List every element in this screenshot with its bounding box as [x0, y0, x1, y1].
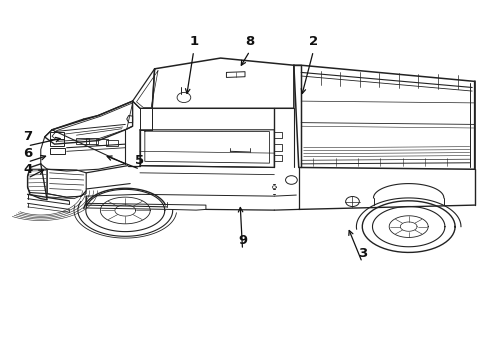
- Text: 7: 7: [23, 130, 32, 144]
- Text: 5: 5: [135, 154, 145, 167]
- Text: 1: 1: [189, 35, 198, 49]
- Text: 4: 4: [23, 163, 32, 176]
- Text: 9: 9: [238, 234, 247, 247]
- Text: 3: 3: [358, 247, 367, 260]
- Text: 6: 6: [23, 147, 32, 159]
- Text: 8: 8: [245, 35, 254, 49]
- Text: 2: 2: [309, 35, 318, 49]
